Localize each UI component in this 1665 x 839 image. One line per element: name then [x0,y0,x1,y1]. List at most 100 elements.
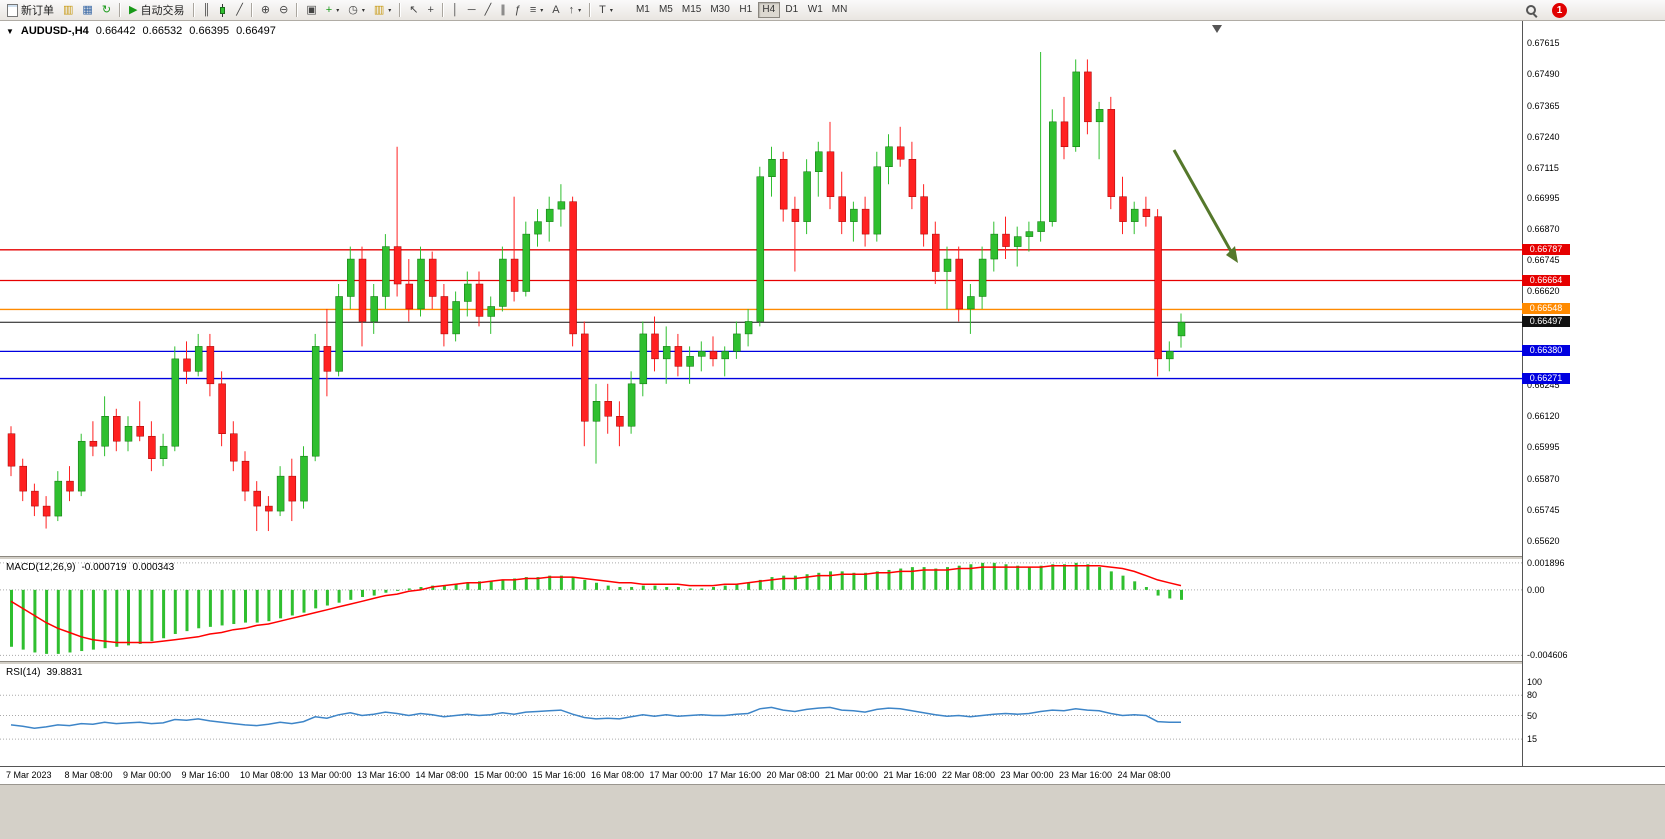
text-icon: A [552,3,560,16]
horizontal-line-button[interactable]: ─ [464,2,480,19]
time-axis-label: 16 Mar 08:00 [591,770,645,780]
rsi-axis-label: 50 [1527,710,1538,721]
price-axis-label: 0.66120 [1527,411,1560,422]
main-chart-canvas[interactable] [0,22,1522,556]
autotrading-button[interactable]: ▶ 自动交易 [125,2,188,19]
chevron-down-icon: ▾ [609,7,613,14]
time-axis-label: 24 Mar 08:00 [1117,770,1171,780]
charts-button[interactable]: ▥ [59,2,77,19]
channel-button[interactable]: ∥ [496,2,510,19]
profile-icon: ▦ [82,3,93,16]
time-axis-label: 17 Mar 16:00 [708,770,762,780]
crosshair-button[interactable]: + [423,2,437,19]
chevron-down-icon: ▾ [388,7,392,14]
rsi-indicator-label: RSI(14) 39.8831 [6,667,83,678]
timeframe-button-h4[interactable]: H4 [757,2,780,18]
fibonacci-icon: ƒ [514,3,521,16]
chart-collapse-icon[interactable]: ▼ [6,26,14,36]
price-axis-label: 0.67365 [1527,100,1560,111]
period-button[interactable]: ◷ ▾ [344,2,369,19]
chevron-down-icon: ▾ [578,7,582,14]
workspace-background [0,784,1665,839]
channel-icon: ∥ [500,3,506,16]
toolbar-separator [441,3,444,17]
time-axis-label: 9 Mar 16:00 [181,770,230,780]
price-axis-label: 0.67615 [1527,38,1560,49]
toolbar-separator [119,3,122,17]
cycles-icon: T [599,3,606,16]
price-axis [1522,21,1665,766]
panel-divider[interactable] [0,556,1665,560]
trend-arrow-annotation[interactable] [1172,149,1238,263]
price-axis-label: 0.66620 [1527,286,1560,297]
cursor-button[interactable]: ↖ [405,2,422,19]
autotrading-play-icon: ▶ [129,3,138,16]
bar-chart-button[interactable]: ║ [199,2,215,19]
time-axis-label: 13 Mar 00:00 [298,770,352,780]
ohlc-close: 0.66497 [236,25,276,37]
arrow-tools-button[interactable]: ↑ ▾ [565,2,586,19]
search-button[interactable] [1521,2,1542,19]
timeframe-toolbar: M1 M5 M15 M30 H1 H4 D1 W1 MN [632,2,851,18]
tile-windows-button[interactable]: ▣ [302,2,320,19]
timeframe-button-m30[interactable]: M30 [706,2,733,18]
time-axis-label: 8 Mar 08:00 [64,770,113,780]
timeframe-button-h1[interactable]: H1 [735,2,757,18]
time-axis-label: 23 Mar 16:00 [1059,770,1113,780]
timeframe-button-w1[interactable]: W1 [804,2,827,18]
timeframe-button-d1[interactable]: D1 [781,2,803,18]
ohlc-low: 0.66395 [189,25,230,37]
horizontal-line-icon: ─ [467,3,476,16]
trendline-button[interactable]: ╱ [481,2,496,19]
cycles-button[interactable]: T ▾ [595,2,617,19]
time-axis-label: 15 Mar 16:00 [532,770,586,780]
price-axis-label: 0.65870 [1527,473,1560,484]
candlestick-icon [219,3,227,17]
shapes-button[interactable]: ≡ ▾ [526,2,547,19]
time-axis-label: 13 Mar 16:00 [357,770,411,780]
chart-shift-marker[interactable] [1212,25,1222,33]
time-axis[interactable] [0,766,1665,785]
toolbar-separator [250,3,253,17]
templates-button[interactable]: ▥ ▾ [370,2,395,19]
vertical-line-button[interactable]: │ [448,2,463,19]
time-axis-label: 9 Mar 00:00 [123,770,172,780]
timeframe-button-m5[interactable]: M5 [655,2,677,18]
zoom-out-icon: ⊖ [279,3,289,16]
arrow-icon: ↑ [568,3,575,16]
candlestick-button[interactable] [215,2,231,19]
refresh-button[interactable]: ↻ [98,2,115,19]
chart-title: ▼ AUDUSD-,H4 0.66442 0.66532 0.66395 0.6… [6,25,276,37]
time-axis-label: 21 Mar 16:00 [883,770,937,780]
bar-chart-icon: ║ [202,3,211,16]
zoom-out-button[interactable]: ⊖ [275,2,292,19]
price-axis-label: 0.66745 [1527,255,1560,266]
profile-button[interactable]: ▦ [78,2,96,19]
new-order-button[interactable]: 新订单 [3,2,58,19]
notification-badge[interactable]: 1 [1552,2,1567,18]
price-axis-label: 0.67490 [1527,69,1560,80]
rsi-panel-canvas[interactable] [0,665,1522,766]
price-axis-label: 0.67240 [1527,131,1560,142]
fibonacci-button[interactable]: ƒ [511,2,525,19]
toolbar-right-group: 1 [1521,2,1567,19]
line-chart-button[interactable]: ╱ [232,2,247,19]
macd-panel-canvas[interactable] [0,560,1522,661]
zoom-in-button[interactable]: ⊕ [257,2,274,19]
timeframe-button-m1[interactable]: M1 [632,2,654,18]
macd-indicator-label: MACD(12,26,9) -0.000719 0.000343 [6,562,174,573]
search-icon [1525,4,1538,17]
crosshair-icon: + [427,3,434,16]
macd-axis-label: 0.001896 [1527,557,1565,568]
panel-divider[interactable] [0,661,1665,665]
macd-name: MACD(12,26,9) [6,562,76,573]
timeframe-button-mn[interactable]: MN [828,2,852,18]
indicators-button[interactable]: + ▾ [322,2,343,19]
macd-main-value: -0.000719 [81,562,127,573]
time-axis-label: 14 Mar 08:00 [415,770,469,780]
timeframe-button-m15[interactable]: M15 [678,2,705,18]
text-button[interactable]: A [548,2,563,19]
macd-signal-line [10,564,1182,644]
macd-signal-value: 0.000343 [132,562,175,573]
